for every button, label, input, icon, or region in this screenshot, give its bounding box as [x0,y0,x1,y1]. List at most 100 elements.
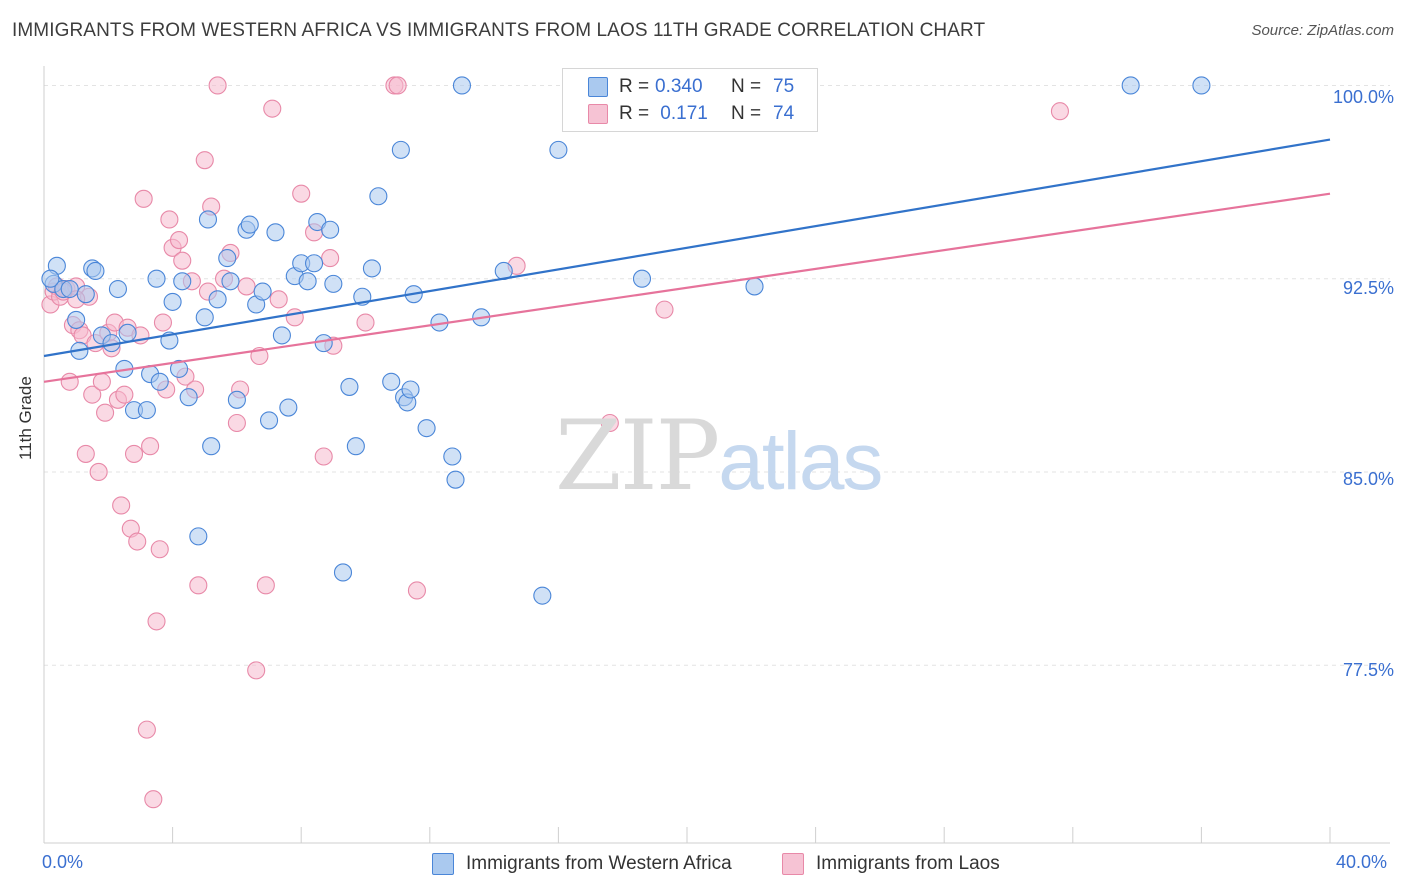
western-africa-point [401,380,420,399]
laos-point [388,76,407,95]
western-africa-point [324,274,343,293]
western-africa-point [321,220,340,239]
western-africa-point [163,292,182,311]
laos-point [247,661,266,680]
laos-point [269,290,288,309]
laos-point [150,540,169,559]
western-africa-point [240,215,259,234]
correlation-stats-box: R = 0.340 N = 75 R = 0.171 N = 74 [562,68,818,132]
laos-point [89,462,108,482]
laos-point [292,184,311,203]
laos-point [134,189,153,208]
western-africa-point [382,372,401,391]
western-africa-point [1192,76,1211,95]
western-africa-point [150,372,169,391]
n-value: 75 [773,76,795,97]
western-africa-point [253,282,272,301]
laos-point [195,151,214,170]
stats-row-western-africa: R = 0.340 N = 75 [563,72,817,102]
r-value: 0.171 [655,103,708,124]
legend-item-laos[interactable]: Immigrants from Laos [782,851,1000,877]
x-tick-label: 40.0% [1336,852,1388,872]
western-africa-point [198,210,218,229]
laos-point [1050,102,1069,121]
western-africa-point [259,411,279,430]
laos-point [600,413,619,433]
legend-label: Immigrants from Western Africa [466,853,732,874]
western-africa-point [1121,76,1140,95]
western-africa-point [272,326,291,345]
western-africa-point [533,586,552,605]
laos-point [169,231,189,250]
western-africa-point [202,437,221,456]
laos-point [83,385,102,404]
watermark-zip: ZIP [555,400,720,512]
laos-point [173,251,192,270]
laos-point [189,576,208,595]
western-africa-point [108,279,127,299]
laos-point [237,277,256,296]
western-africa-point [298,272,317,291]
laos-point [321,249,340,268]
western-africa-points [41,76,1211,605]
y-tick-label: 85.0% [1342,469,1394,489]
y-tick-label: 77.5% [1342,660,1394,680]
laos-point [96,403,115,422]
western-africa-point [305,254,324,273]
western-africa-point [443,447,462,466]
laos-point [115,385,134,404]
western-africa-point [67,310,86,329]
r-label: R = [619,76,650,97]
western-africa-point [362,259,381,278]
laos-point [356,313,375,332]
western-africa-trend-line [43,138,1331,358]
laos-point [147,612,166,631]
laos-point [141,437,160,456]
western-africa-point [391,140,410,159]
laos-point [227,413,246,433]
western-africa-point [147,269,166,288]
laos-point [153,313,173,332]
laos-point [256,576,275,595]
western-africa-point [632,269,652,288]
legend-item-western-africa[interactable]: Immigrants from Western Africa [432,851,732,877]
laos-point [160,210,179,229]
western-africa-point [417,419,436,438]
laos-point [112,496,131,515]
y-axis-label: 11th Grade [16,376,35,460]
western-africa-point [137,401,156,420]
western-africa-point [446,470,465,489]
laos-point [208,76,227,95]
axes [43,66,1390,844]
western-africa-point [86,261,105,281]
legend-pink-swatch [782,853,804,875]
western-africa-point [369,187,388,206]
laos-point [407,581,426,600]
western-africa-point [221,272,240,291]
n-label: N = [731,103,762,124]
zipatlas-watermark: ZIPatlas [555,400,883,512]
western-africa-point [118,323,137,342]
watermark-atlas: atlas [718,416,883,507]
laos-point [314,447,333,466]
western-africa-point [208,290,227,309]
laos-point [92,372,111,391]
r-value: 0.340 [655,76,703,97]
laos-point [144,790,163,809]
stats-row-laos: R = 0.171 N = 74 [563,99,817,129]
laos-point [60,372,79,391]
y-tick-label: 92.5% [1342,278,1394,298]
chart-title: IMMIGRANTS FROM WESTERN AFRICA VS IMMIGR… [12,20,986,41]
source-credit: Source: ZipAtlas.com [1251,22,1394,39]
laos-point [137,720,156,739]
western-africa-point [76,285,95,304]
legend-blue-swatch [432,853,454,875]
western-africa-point [745,277,764,296]
laos-point [128,532,147,551]
laos-point [285,308,304,327]
western-africa-point [314,334,333,353]
r-label: R = [619,103,650,124]
western-africa-point [169,359,189,378]
laos-point [263,99,282,118]
